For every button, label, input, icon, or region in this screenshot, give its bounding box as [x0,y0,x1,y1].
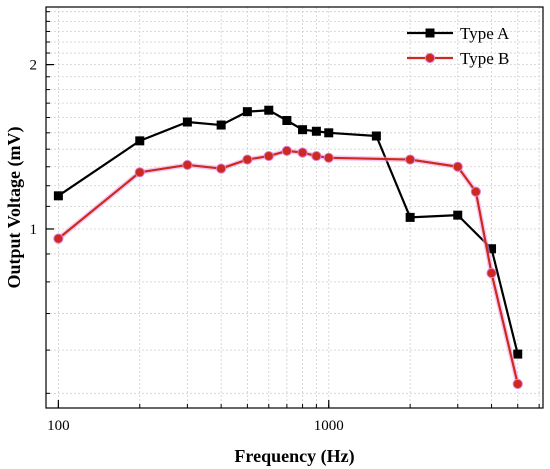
data-point [182,117,192,127]
data-point [513,349,523,359]
data-point [486,268,497,279]
legend: Type A Type B [407,24,510,68]
data-point [405,212,415,222]
data-point [182,159,193,171]
data-point [135,136,145,146]
data-point [282,116,292,126]
legend-item-type-b: Type B [407,49,509,68]
data-point [297,147,308,158]
data-point [371,131,381,141]
x-tick-label: 1000 [314,418,344,434]
data-point [53,191,63,201]
data-point [264,105,274,115]
data-point [324,128,334,138]
legend-label: Type A [460,24,510,43]
x-tick-label: 100 [47,418,70,434]
y-axis-title: Output Voltage (mV) [4,126,25,288]
plot-frame [45,6,544,409]
legend-marker [425,28,435,38]
series-type-b [53,145,523,390]
series-type-a [53,105,523,359]
data-point [512,378,523,390]
legend-label: Type B [460,49,509,68]
axis-ticks: 100 1000 1 2 [30,11,540,434]
data-point [311,150,322,162]
y-tick-label: 1 [30,222,38,238]
x-axis-title: Frequency (Hz) [234,446,354,467]
data-point [281,145,292,156]
data-point [263,150,274,162]
series-layer [53,105,523,390]
data-point [323,152,334,163]
data-point [453,210,463,220]
data-point [311,126,321,136]
legend-item-type-a: Type A [407,24,510,43]
grid-lines [45,7,543,408]
data-point [53,233,64,244]
data-point [216,163,227,174]
legend-marker [424,52,436,64]
data-point [298,125,308,135]
data-point [242,154,253,165]
data-point [470,186,481,197]
data-point [134,167,145,178]
data-point [452,161,463,172]
y-tick-label: 2 [30,58,38,74]
data-point [242,107,252,117]
data-point [405,154,416,165]
data-point [216,120,226,130]
